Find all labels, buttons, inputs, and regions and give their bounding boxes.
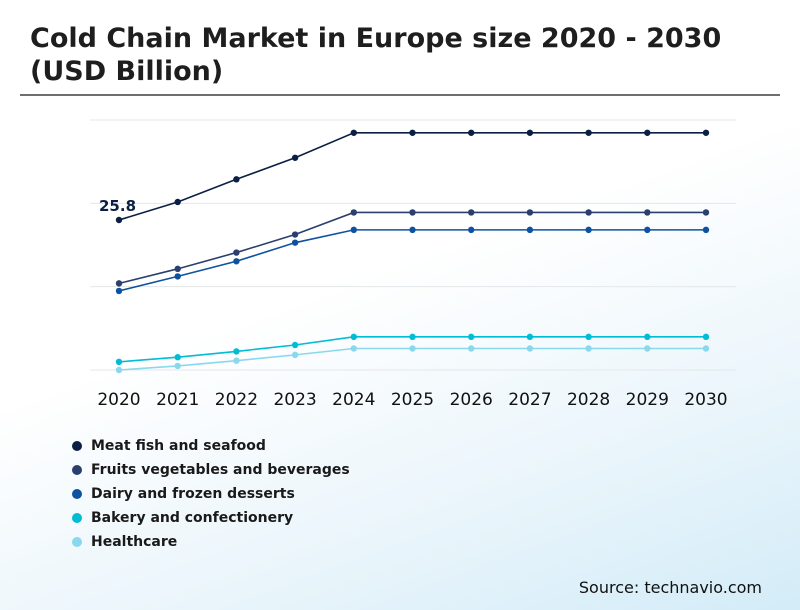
x-tick-label: 2029 [626, 390, 669, 410]
legend-item: Bakery and confectionery [72, 506, 350, 530]
data-point [115, 280, 123, 287]
legend-item: Meat fish and seafood [72, 434, 350, 458]
data-point [233, 249, 240, 256]
source-credit: Source: technavio.com [578, 578, 762, 597]
data-point [233, 176, 240, 183]
data-point [526, 333, 534, 341]
legend-marker [72, 489, 82, 499]
series-line-1 [118, 211, 706, 285]
data-point [350, 333, 357, 341]
legend-marker [72, 537, 82, 547]
data-point [702, 209, 710, 216]
data-point [233, 258, 240, 265]
x-tick-label: 2025 [391, 390, 434, 410]
data-point [350, 345, 357, 352]
legend-item: Fruits vegetables and beverages [72, 458, 350, 482]
data-point [409, 333, 416, 341]
data-point [174, 354, 181, 361]
x-tick-label: 2020 [97, 390, 140, 410]
data-point [526, 345, 534, 352]
data-point [409, 129, 416, 136]
data-point [350, 209, 357, 216]
x-tick-label: 2021 [156, 390, 199, 410]
data-point [468, 129, 475, 136]
line-chart: 2020 2021 2022 2023 2024 2025 2026 2027 2028 2029… [90, 119, 736, 410]
data-point [644, 129, 651, 136]
data-point [291, 231, 299, 238]
data-point [174, 273, 181, 280]
data-point [585, 209, 592, 216]
data-point [115, 216, 123, 224]
title-divider [20, 94, 780, 96]
data-point [409, 226, 416, 234]
legend-item: Healthcare [72, 530, 350, 554]
data-point [409, 345, 416, 352]
data-point [468, 333, 475, 341]
data-point [526, 226, 534, 234]
data-point [291, 351, 299, 359]
series-line-0 [118, 131, 706, 221]
legend-label: Dairy and frozen desserts [91, 486, 295, 502]
x-tick-label: 2022 [215, 390, 258, 410]
legend-label: Fruits vegetables and beverages [91, 462, 350, 478]
x-tick-label: 2030 [684, 390, 727, 410]
data-point [291, 154, 299, 161]
data-point [585, 345, 592, 352]
data-point [644, 209, 651, 216]
data-point [233, 348, 240, 355]
legend-label: Meat fish and seafood [91, 438, 266, 454]
data-point [174, 362, 181, 370]
x-tick-label: 2028 [567, 390, 610, 410]
data-point [526, 129, 534, 136]
data-point [350, 129, 357, 136]
data-point [644, 226, 651, 234]
x-tick-label: 2023 [273, 390, 316, 410]
data-point [468, 226, 475, 234]
data-point [468, 345, 475, 352]
data-point [526, 209, 534, 216]
legend-label: Healthcare [91, 534, 178, 550]
data-point [291, 341, 299, 349]
data-point [702, 333, 710, 341]
data-point [115, 366, 123, 374]
data-point [174, 265, 181, 273]
data-point [644, 333, 651, 341]
x-tick-label: 2026 [450, 390, 493, 410]
data-point [115, 287, 123, 295]
legend-marker [72, 465, 82, 475]
legend-item: Dairy and frozen desserts [72, 482, 350, 506]
data-point [585, 226, 592, 234]
series-line-4 [118, 347, 706, 371]
x-tick-label: 2024 [332, 390, 375, 410]
data-point [468, 209, 475, 216]
data-point [291, 239, 299, 246]
data-label: 25.8 [99, 197, 136, 215]
data-point [409, 209, 416, 216]
data-point [702, 129, 710, 136]
x-tick-label: 2027 [508, 390, 551, 410]
data-point [644, 345, 651, 352]
data-point [233, 357, 240, 364]
chart-legend: Meat fish and seafood Fruits vegetables a… [72, 434, 350, 554]
legend-marker [72, 441, 82, 451]
chart-title: Cold Chain Market in Europe size 2020 - … [30, 23, 722, 87]
data-point [702, 345, 710, 352]
legend-marker [72, 513, 82, 523]
data-point [350, 226, 357, 234]
data-point [115, 358, 123, 366]
data-point [702, 226, 710, 234]
data-point [585, 333, 592, 341]
data-point [585, 129, 592, 136]
legend-label: Bakery and confectionery [91, 510, 294, 526]
data-point [174, 198, 181, 206]
